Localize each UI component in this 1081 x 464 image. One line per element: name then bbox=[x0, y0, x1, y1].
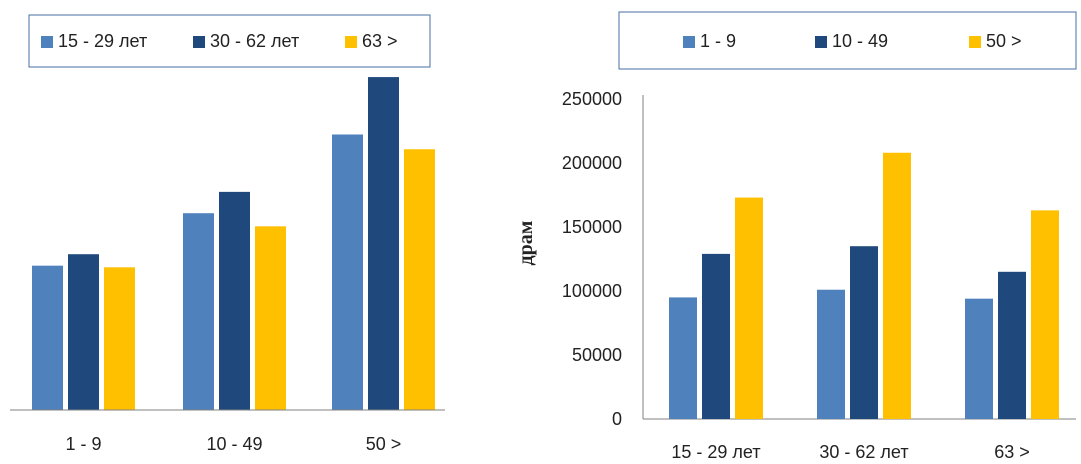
x-tick-label-left-2: 10 - 49 bbox=[206, 434, 262, 454]
y-tick-label-right-2: 100000 bbox=[562, 281, 622, 301]
chart-right: 1 - 9 10 - 49 50 > 0 50000 100000 150000 20000… bbox=[515, 11, 1077, 462]
x-tick-label-right-2: 30 - 62 лет bbox=[819, 442, 908, 462]
bar-left-s2-c1 bbox=[68, 254, 99, 410]
bar-right-s1-c3 bbox=[965, 298, 993, 419]
bar-left-s1-c2 bbox=[183, 213, 214, 410]
legend-left-box bbox=[28, 14, 431, 68]
bar-right-s3-c3 bbox=[1031, 210, 1059, 419]
bar-left-s2-c3 bbox=[368, 77, 399, 410]
legend-label-right-1: 1 - 9 bbox=[700, 31, 736, 51]
bar-right-s2-c2 bbox=[850, 246, 878, 419]
x-ticks-right: 15 - 29 лет 30 - 62 лет 63 > bbox=[671, 442, 1029, 462]
y-tick-label-right-5: 250000 bbox=[562, 89, 622, 109]
y-tick-label-right-3: 150000 bbox=[562, 217, 622, 237]
bar-right-s1-c1 bbox=[669, 297, 697, 419]
y-tick-label-right-4: 200000 bbox=[562, 153, 622, 173]
x-tick-label-right-3: 63 > bbox=[994, 442, 1030, 462]
bar-right-s2-c1 bbox=[702, 253, 730, 419]
legend-swatch-left-1 bbox=[41, 36, 53, 48]
legend-swatch-left-2 bbox=[193, 36, 205, 48]
legend-right: 1 - 9 10 - 49 50 > bbox=[683, 31, 1022, 51]
legend-swatch-right-3 bbox=[969, 36, 981, 48]
legend-label-left-3: 63 > bbox=[362, 31, 398, 51]
legend-label-right-3: 50 > bbox=[986, 31, 1022, 51]
legend-label-left-1: 15 - 29 лет bbox=[58, 31, 147, 51]
bar-right-s1-c2 bbox=[817, 289, 845, 419]
x-tick-label-left-1: 1 - 9 bbox=[65, 434, 101, 454]
y-tick-label-right-1: 50000 bbox=[572, 345, 622, 365]
y-tick-label-right-0: 0 bbox=[612, 409, 622, 429]
bar-right-s3-c2 bbox=[883, 152, 911, 419]
legend-swatch-right-2 bbox=[815, 36, 827, 48]
legend-left: 15 - 29 лет 30 - 62 лет 63 > bbox=[41, 31, 398, 51]
bars-right bbox=[669, 152, 1059, 419]
bar-right-s3-c1 bbox=[735, 197, 763, 419]
bar-left-s1-c3 bbox=[332, 134, 363, 411]
y-axis-label: драм bbox=[515, 221, 537, 266]
legend-label-left-2: 30 - 62 лет bbox=[210, 31, 299, 51]
bar-right-s2-c3 bbox=[998, 271, 1026, 419]
x-tick-label-right-1: 15 - 29 лет bbox=[671, 442, 760, 462]
legend-swatch-left-3 bbox=[345, 36, 357, 48]
x-tick-label-left-3: 50 > bbox=[366, 434, 402, 454]
y-ticks-right: 0 50000 100000 150000 200000 250000 bbox=[562, 89, 622, 429]
legend-swatch-right-1 bbox=[683, 36, 695, 48]
bar-left-s3-c3 bbox=[404, 149, 435, 411]
bars-left bbox=[32, 77, 435, 411]
bar-left-s2-c2 bbox=[219, 191, 250, 410]
bar-left-s3-c1 bbox=[104, 267, 135, 410]
bar-left-s3-c2 bbox=[255, 226, 286, 410]
chart-left: 15 - 29 лет 30 - 62 лет 63 > 1 - 9 10 - 49 5… bbox=[10, 14, 445, 454]
x-ticks-left: 1 - 9 10 - 49 50 > bbox=[65, 434, 401, 454]
legend-label-right-2: 10 - 49 bbox=[832, 31, 888, 51]
bar-left-s1-c1 bbox=[32, 265, 63, 410]
legend-right-box bbox=[618, 11, 1077, 70]
